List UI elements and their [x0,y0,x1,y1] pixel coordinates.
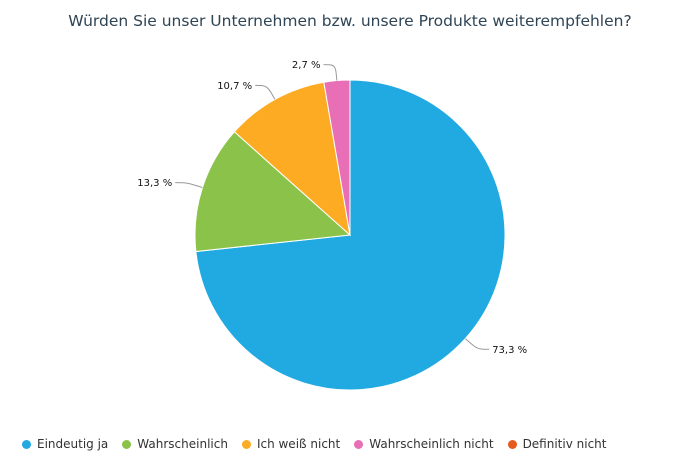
slice-value-label: 2,7 % [292,60,321,71]
label-connector [323,64,338,81]
label-connectors [175,64,490,350]
legend: Eindeutig ja Wahrscheinlich Ich weiß nicht… [22,437,621,451]
slice-labels: 73,3 % 13,3 % 10,7 % 2,7 % [137,60,527,356]
legend-label: Wahrscheinlich [137,437,228,451]
legend-item-wahrscheinlich[interactable]: Wahrscheinlich [122,437,228,451]
legend-marker [122,439,132,449]
legend-marker [241,439,251,449]
legend-item-definitiv-nicht[interactable]: Definitiv nicht [507,437,607,451]
legend-marker [354,439,364,449]
pie-slice-wahrscheinlich-nicht[interactable] [323,79,351,236]
legend-label: Definitiv nicht [522,437,607,451]
legend-item-wahrscheinlich-nicht[interactable]: Wahrscheinlich nicht [354,437,494,451]
legend-marker [507,439,517,449]
legend-label: Eindeutig ja [37,437,109,451]
slice-value-label: 13,3 % [137,178,172,189]
chart-title: Würden Sie unser Unternehmen bzw. unsere… [68,12,632,30]
legend-marker [22,439,31,449]
label-connector [175,182,203,189]
legend-item-ich-wei-nicht[interactable]: Ich weiß nicht [241,437,341,451]
slice-value-label: 73,3 % [492,345,527,356]
label-connector [464,338,490,350]
legend-label: Wahrscheinlich nicht [369,437,494,451]
pie-slices [194,79,506,391]
pie-chart: 73,3 % 13,3 % 10,7 % 2,7 % [137,60,527,391]
label-connector [255,84,276,100]
pie-slice-ich-wei-nicht[interactable] [233,81,351,237]
pie-slice-wahrscheinlich[interactable] [194,131,352,253]
legend-label: Ich weiß nicht [256,437,341,451]
legend-item-eindeutig-ja[interactable]: Eindeutig ja [22,437,108,451]
slice-value-label: 10,7 % [217,81,252,92]
